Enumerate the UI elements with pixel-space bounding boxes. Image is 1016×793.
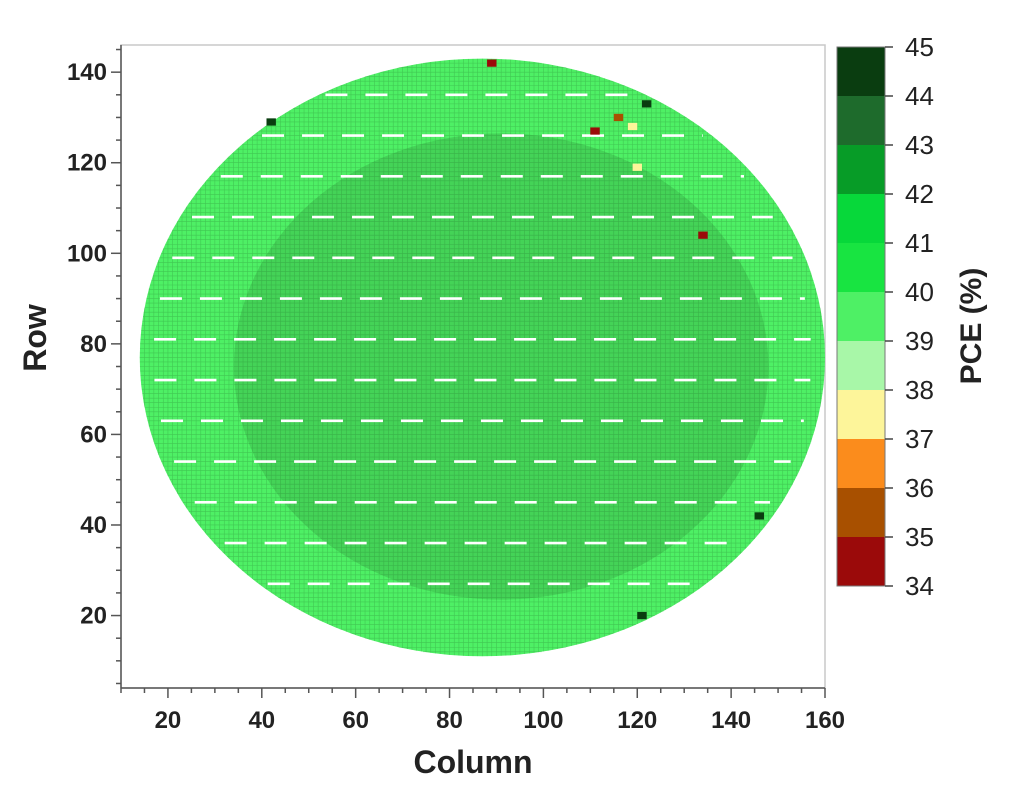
x-tick-label: 60 [342,707,369,734]
x-tick-label: 160 [805,707,845,734]
y-tick-label: 60 [80,421,107,448]
y-tick-label: 120 [67,150,107,177]
y-tick-label: 40 [80,512,107,539]
outlier-cell [266,118,276,126]
colorbar-tick-label: 36 [905,473,934,503]
axes: 20 40 60 80 100 120 140 160 20 40 60 80 100 120 140 [67,45,845,734]
y-tick-label: 140 [67,59,107,86]
x-tick-label: 80 [436,707,463,734]
y-tick-label: 80 [80,331,107,358]
colorbar-tick-label: 45 [905,32,934,62]
outlier-cell [698,231,708,239]
colorbar-band [837,292,885,341]
x-tick-label: 140 [711,707,751,734]
wafer-map [139,58,825,657]
y-tick-label: 20 [80,603,107,630]
colorbar-band [837,145,885,194]
colorbar-band [837,537,885,586]
x-tick-label: 120 [617,707,657,734]
colorbar-band [837,341,885,390]
x-tick-label: 20 [155,707,182,734]
colorbar-frame [836,46,886,587]
colorbar-tick-label: 41 [905,228,934,258]
colorbar-band [837,96,885,145]
colorbar-label: PCE (%) [955,268,988,385]
outlier-cell [641,100,652,108]
colorbar-tick-label: 35 [905,522,934,552]
colorbar-tick-label: 39 [905,326,934,356]
outlier-cell [637,611,647,620]
x-tick-label: 100 [523,707,563,734]
outlier-cell [632,163,642,171]
colorbar-band [837,194,885,243]
outlier-cell [590,127,600,135]
colorbar-band [837,243,885,292]
outlier-cell [627,122,638,131]
colorbar-tick-label: 42 [905,179,934,209]
colorbar-tick-label: 38 [905,375,934,405]
outlier-cell [754,512,764,520]
colorbar-band [837,390,885,439]
colorbar-tick-label: 44 [905,81,934,111]
outlier-cell [613,113,624,122]
colorbar-tick-label: 37 [905,424,934,454]
colorbar: 45 44 43 42 41 40 39 38 37 36 35 34 [836,32,934,601]
x-axis-label: Column [413,744,532,780]
colorbar-band [837,439,885,488]
y-axis-label: Row [17,304,53,372]
y-tick-label: 100 [67,240,107,267]
colorbar-tick-label: 40 [905,277,934,307]
colorbar-tick-label: 43 [905,130,934,160]
colorbar-band [837,47,885,96]
street-lines [154,93,811,586]
wafer-disc [139,58,825,657]
wafer-inner-region [233,133,769,600]
x-tick-label: 40 [248,707,275,734]
outlier-cell [487,59,497,67]
colorbar-band [837,488,885,537]
cell-grid [139,58,825,657]
colorbar-tick-label: 34 [905,571,934,601]
